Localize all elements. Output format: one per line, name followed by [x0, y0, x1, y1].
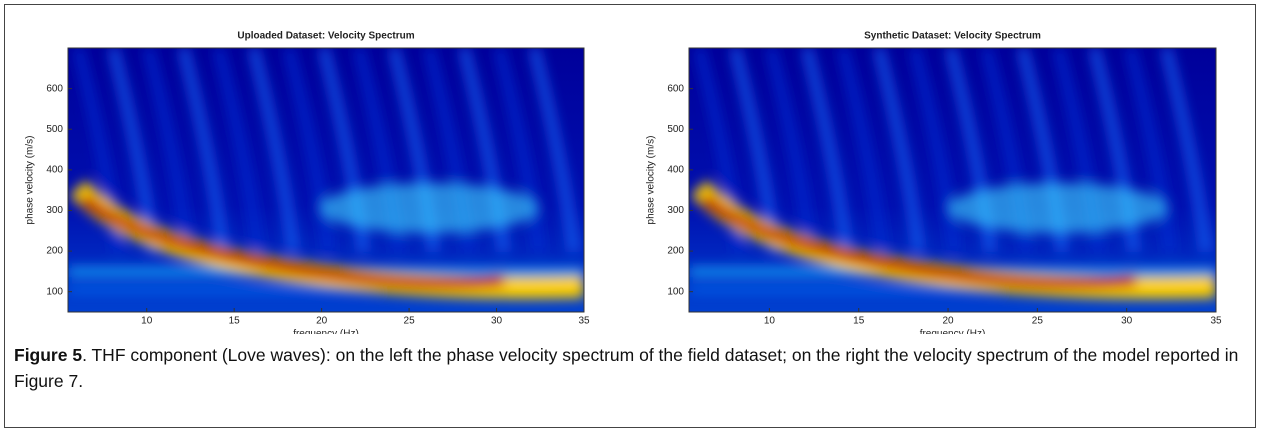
x-axis-label: frequency (Hz)	[920, 329, 986, 334]
streak	[765, 48, 816, 253]
streak	[213, 48, 264, 253]
x-tick-label: 15	[853, 316, 865, 327]
streak	[837, 48, 888, 253]
streak	[318, 48, 369, 253]
y-axis-label: phase velocity (m/s)	[25, 136, 36, 225]
streak	[248, 48, 299, 253]
blob	[947, 183, 1168, 233]
plot-title: Synthetic Dataset: Velocity Spectrum	[864, 31, 1041, 42]
x-tick-label: 25	[1032, 316, 1044, 327]
x-tick-label: 25	[404, 316, 416, 327]
band	[689, 287, 1216, 293]
streak	[1161, 48, 1211, 253]
x-tick-label: 35	[1210, 316, 1222, 327]
ridge	[700, 193, 1137, 290]
y-tick-label: 600	[46, 83, 63, 94]
ridge	[79, 193, 505, 290]
figure: Uploaded Dataset: Velocity Spectrum 10 15 2…	[25, 31, 1222, 334]
panel: Uploaded Dataset: Velocity Spectrum 10 15 2…	[25, 31, 590, 334]
y-axis-label: phase velocity (m/s)	[646, 136, 657, 225]
y-tick-label: 300	[667, 205, 684, 216]
panel: Synthetic Dataset: Velocity Spectrum 10 15…	[646, 31, 1222, 334]
y-tick-label: 300	[46, 205, 63, 216]
y-tick-label: 400	[46, 164, 63, 175]
streak	[909, 48, 960, 253]
streak	[945, 48, 996, 253]
x-tick-label: 10	[141, 316, 153, 327]
streak	[1125, 48, 1176, 253]
x-tick-label: 20	[942, 316, 954, 327]
caption: Figure 5. THF component (Love waves): on…	[14, 342, 1239, 394]
caption-text: . THF component (Love waves): on the lef…	[14, 345, 1239, 391]
plot-frame	[67, 47, 585, 313]
x-tick-label: 35	[578, 316, 590, 327]
streak	[529, 48, 579, 253]
plot-frame	[688, 47, 1217, 313]
streak	[801, 48, 852, 253]
y-tick-label: 100	[667, 286, 684, 297]
band	[68, 287, 584, 293]
y-tick-label: 500	[46, 124, 63, 135]
streak	[494, 48, 544, 253]
heatmap-texture	[689, 48, 1216, 299]
x-tick-label: 10	[764, 316, 776, 327]
streak	[283, 48, 334, 253]
blob	[319, 183, 540, 233]
x-tick-label: 30	[1121, 316, 1133, 327]
x-axis-label: frequency (Hz)	[293, 329, 359, 334]
y-tick-label: 500	[667, 124, 684, 135]
x-tick-label: 20	[316, 316, 328, 327]
figure-frame	[4, 4, 1256, 428]
y-tick-label: 100	[46, 286, 63, 297]
streak	[694, 48, 744, 253]
streak	[143, 48, 194, 253]
y-tick-label: 200	[46, 246, 63, 257]
streak	[873, 48, 924, 253]
y-tick-label: 600	[667, 83, 684, 94]
caption-label: Figure 5	[14, 345, 83, 365]
heatmap-image	[689, 48, 1216, 312]
heatmap-texture	[68, 48, 584, 299]
y-tick-label: 400	[667, 164, 684, 175]
streak	[458, 48, 509, 253]
streak	[73, 48, 123, 253]
streak	[1089, 48, 1140, 253]
y-tick-label: 200	[667, 246, 684, 257]
x-tick-label: 30	[491, 316, 503, 327]
heatmap-image	[68, 48, 584, 312]
plot-title: Uploaded Dataset: Velocity Spectrum	[237, 31, 414, 42]
streak	[178, 48, 229, 253]
x-tick-label: 15	[229, 316, 241, 327]
